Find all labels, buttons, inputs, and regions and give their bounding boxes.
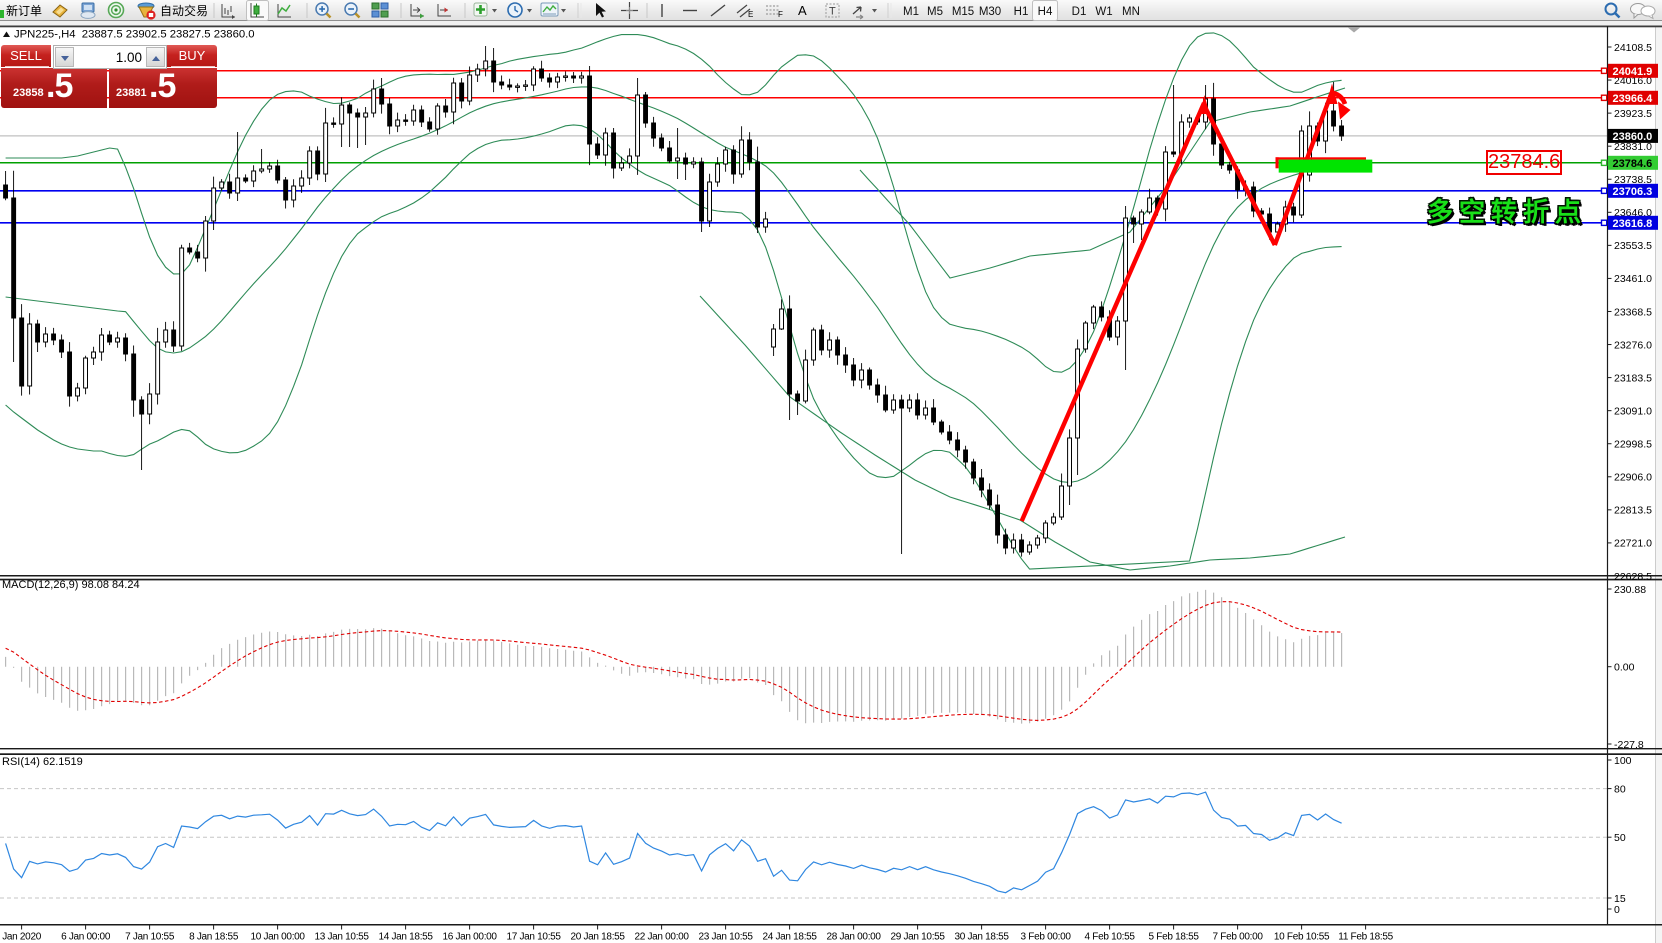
svg-text:28 Jan 00:00: 28 Jan 00:00 <box>826 932 881 943</box>
svg-text:23276.0: 23276.0 <box>1614 339 1652 351</box>
svg-text:T: T <box>829 6 836 18</box>
svg-text:0.00: 0.00 <box>1614 662 1635 674</box>
svg-text:23183.5: 23183.5 <box>1614 372 1652 384</box>
svg-text:23091.0: 23091.0 <box>1614 405 1652 417</box>
svg-text:29 Jan 10:55: 29 Jan 10:55 <box>890 932 945 943</box>
svg-text:24 Jan 18:55: 24 Jan 18:55 <box>762 932 817 943</box>
svg-text:新订单: 新订单 <box>6 3 42 18</box>
svg-text:14 Jan 18:55: 14 Jan 18:55 <box>378 932 433 943</box>
svg-text:22628.5: 22628.5 <box>1614 571 1652 583</box>
svg-text:23831.0: 23831.0 <box>1614 141 1652 153</box>
svg-text:M5: M5 <box>927 6 943 18</box>
svg-text:MN: MN <box>1122 6 1140 18</box>
svg-text:23368.5: 23368.5 <box>1614 306 1652 318</box>
svg-text:24041.9: 24041.9 <box>1613 66 1653 78</box>
svg-text:22721.0: 22721.0 <box>1614 538 1652 550</box>
svg-text:23966.4: 23966.4 <box>1613 93 1654 105</box>
svg-text:23738.5: 23738.5 <box>1614 174 1652 186</box>
svg-text:M30: M30 <box>979 6 1001 18</box>
svg-text:24108.5: 24108.5 <box>1614 42 1652 54</box>
svg-text:23706.3: 23706.3 <box>1613 186 1653 198</box>
svg-text:E: E <box>748 10 753 19</box>
svg-text:0: 0 <box>1614 904 1620 916</box>
svg-text:22998.5: 22998.5 <box>1614 439 1652 451</box>
svg-text:15: 15 <box>1614 893 1626 905</box>
svg-text:M15: M15 <box>952 6 974 18</box>
svg-text:23461.0: 23461.0 <box>1614 273 1652 285</box>
svg-text:22 Jan 00:00: 22 Jan 00:00 <box>634 932 689 943</box>
svg-text:MACD(12,26,9) 98.08 84.24: MACD(12,26,9) 98.08 84.24 <box>2 579 140 591</box>
svg-text:Jan 2020: Jan 2020 <box>2 932 41 943</box>
svg-text:7 Feb 00:00: 7 Feb 00:00 <box>1213 932 1264 943</box>
svg-text:17 Jan 10:55: 17 Jan 10:55 <box>506 932 561 943</box>
svg-text:10 Feb 10:55: 10 Feb 10:55 <box>1274 932 1330 943</box>
svg-text:8 Jan 18:55: 8 Jan 18:55 <box>189 932 239 943</box>
svg-text:23 Jan 10:55: 23 Jan 10:55 <box>698 932 753 943</box>
svg-text:20 Jan 18:55: 20 Jan 18:55 <box>570 932 625 943</box>
svg-text:7 Jan 10:55: 7 Jan 10:55 <box>125 932 175 943</box>
svg-text:23616.8: 23616.8 <box>1613 218 1653 230</box>
svg-text:H4: H4 <box>1038 6 1053 18</box>
svg-text:6 Jan 00:00: 6 Jan 00:00 <box>61 932 111 943</box>
svg-text:M1: M1 <box>903 6 919 18</box>
svg-text:4 Feb 10:55: 4 Feb 10:55 <box>1085 932 1136 943</box>
svg-text:D1: D1 <box>1072 6 1087 18</box>
svg-text:A: A <box>798 3 807 18</box>
svg-text:22906.0: 22906.0 <box>1614 472 1652 484</box>
svg-text:自动交易: 自动交易 <box>160 3 208 18</box>
svg-text:80: 80 <box>1614 783 1626 795</box>
svg-text:24016.0: 24016.0 <box>1614 75 1652 87</box>
svg-text:23553.5: 23553.5 <box>1614 240 1652 252</box>
svg-text:5 Feb 18:55: 5 Feb 18:55 <box>1149 932 1200 943</box>
svg-text:23923.5: 23923.5 <box>1614 108 1652 120</box>
svg-text:23784.6: 23784.6 <box>1613 158 1653 170</box>
svg-text:RSI(14) 62.1519: RSI(14) 62.1519 <box>2 756 83 768</box>
svg-text:23860.0: 23860.0 <box>1613 131 1653 143</box>
svg-text:3 Feb 00:00: 3 Feb 00:00 <box>1021 932 1072 943</box>
svg-text:11 Feb 18:55: 11 Feb 18:55 <box>1338 932 1393 943</box>
svg-text:30 Jan 18:55: 30 Jan 18:55 <box>954 932 1009 943</box>
svg-text:-227.8: -227.8 <box>1614 739 1644 751</box>
svg-text:16 Jan 00:00: 16 Jan 00:00 <box>442 932 497 943</box>
svg-text:22813.5: 22813.5 <box>1614 505 1652 517</box>
svg-text:F: F <box>778 10 783 19</box>
svg-text:100: 100 <box>1614 755 1632 767</box>
svg-text:JPN225-,H4 23887.5 23902.5 23: JPN225-,H4 23887.5 23902.5 23827.5 23860… <box>14 29 255 41</box>
svg-text:H1: H1 <box>1014 6 1029 18</box>
svg-text:W1: W1 <box>1095 6 1112 18</box>
svg-text:230.88: 230.88 <box>1614 584 1646 596</box>
svg-text:50: 50 <box>1614 832 1626 844</box>
svg-text:10 Jan 00:00: 10 Jan 00:00 <box>250 932 305 943</box>
svg-text:13 Jan 10:55: 13 Jan 10:55 <box>314 932 369 943</box>
